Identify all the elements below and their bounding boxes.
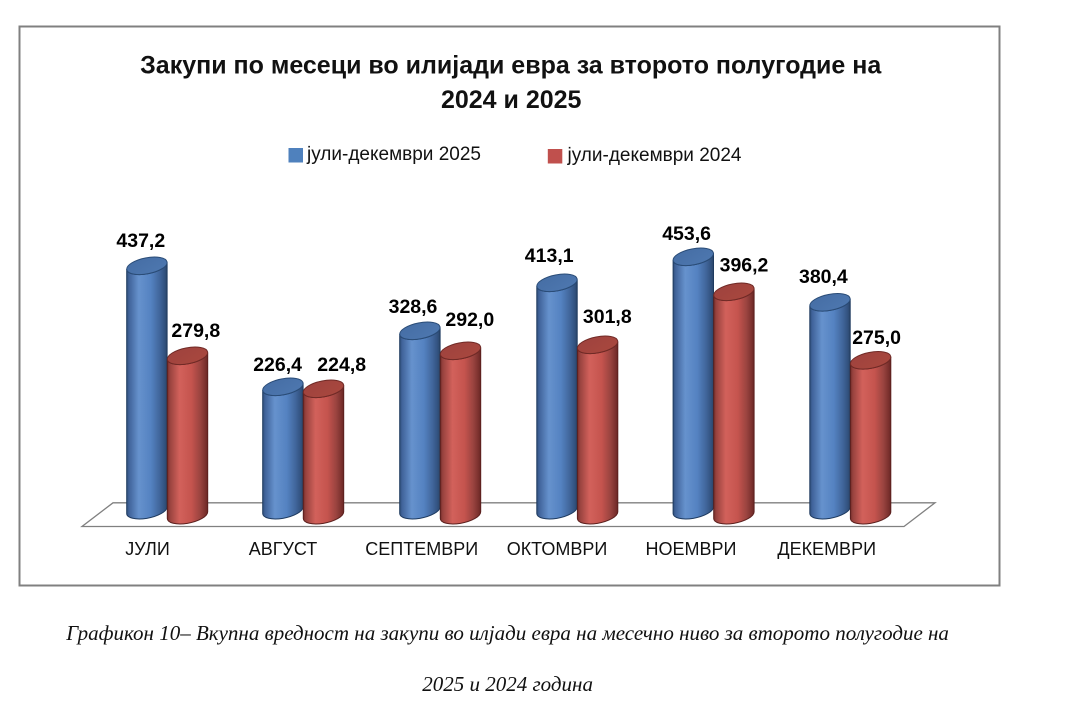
svg-text:279,8: 279,8	[171, 320, 220, 342]
svg-text:2025 и 2024 година: 2025 и 2024 година	[422, 672, 593, 696]
svg-text:ЈУЛИ: ЈУЛИ	[125, 539, 170, 559]
svg-text:380,4: 380,4	[799, 266, 848, 288]
svg-text:328,6: 328,6	[389, 296, 438, 318]
svg-text:НОЕМВРИ: НОЕМВРИ	[646, 539, 737, 559]
svg-text:226,4: 226,4	[253, 354, 302, 376]
svg-text:413,1: 413,1	[525, 245, 574, 267]
svg-text:јули-декември 2025: јули-декември 2025	[306, 144, 481, 165]
svg-text:396,2: 396,2	[720, 255, 769, 277]
svg-text:АВГУСТ: АВГУСТ	[249, 539, 318, 559]
svg-text:437,2: 437,2	[116, 230, 165, 252]
svg-text:СЕПТЕМВРИ: СЕПТЕМВРИ	[365, 539, 478, 559]
svg-text:2024 и 2025: 2024 и 2025	[441, 86, 582, 114]
svg-text:224,8: 224,8	[317, 354, 366, 376]
svg-text:292,0: 292,0	[445, 309, 494, 331]
svg-text:ДЕКЕМВРИ: ДЕКЕМВРИ	[777, 539, 876, 559]
svg-text:301,8: 301,8	[583, 306, 632, 328]
svg-text:ОКТОМВРИ: ОКТОМВРИ	[507, 539, 608, 559]
svg-text:Графикон 10– Вкупна вредност н: Графикон 10– Вкупна вредност на закупи в…	[65, 621, 949, 645]
svg-text:453,6: 453,6	[662, 223, 711, 245]
svg-text:275,0: 275,0	[852, 327, 901, 349]
svg-text:јули-декември 2024: јули-декември 2024	[567, 145, 742, 166]
svg-text:Закупи по месеци во илијади ев: Закупи по месеци во илијади евра за втор…	[140, 52, 882, 80]
